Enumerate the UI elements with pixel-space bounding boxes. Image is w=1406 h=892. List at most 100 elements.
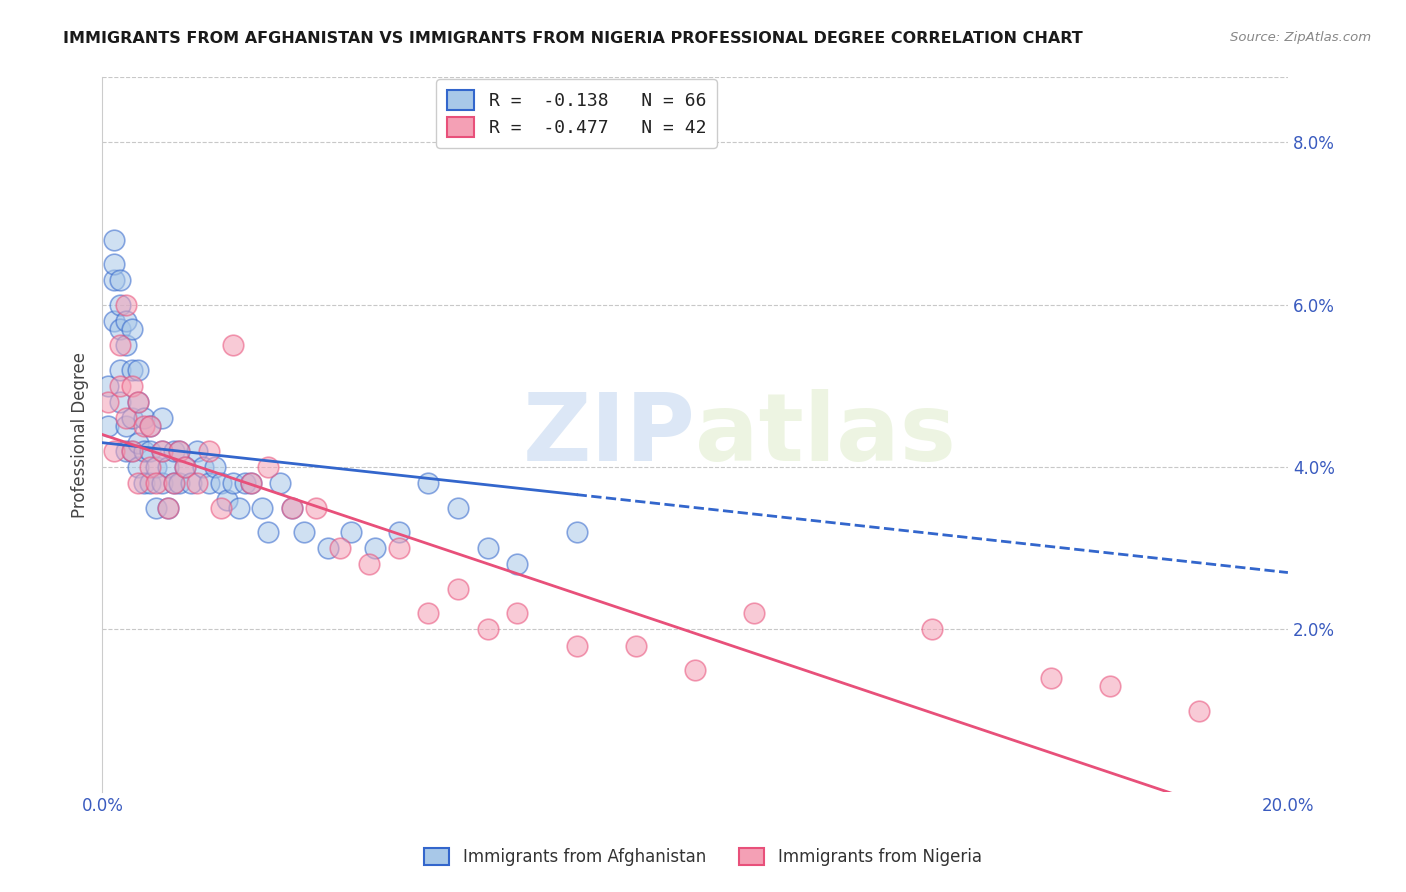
Point (115, 338, 138, 352)
Point (132, 443, 155, 458)
Point (103, 257, 125, 271)
Point (204, 460, 226, 475)
Point (132, 419, 155, 434)
Point (180, 476, 202, 491)
Point (156, 500, 179, 515)
Point (418, 606, 440, 620)
Point (281, 500, 304, 515)
Point (744, 606, 766, 620)
Text: IMMIGRANTS FROM AFGHANISTAN VS IMMIGRANTS FROM NIGERIA PROFESSIONAL DEGREE CORRE: IMMIGRANTS FROM AFGHANISTAN VS IMMIGRANT… (63, 31, 1083, 46)
Point (316, 541, 339, 556)
Point (239, 476, 262, 491)
Point (115, 314, 138, 328)
Point (447, 582, 470, 596)
Point (305, 500, 328, 515)
Point (418, 476, 440, 491)
Point (150, 443, 173, 458)
Point (121, 379, 143, 393)
Point (169, 443, 191, 458)
Point (110, 338, 132, 352)
Point (121, 322, 143, 336)
Point (115, 419, 138, 434)
Point (121, 443, 143, 458)
Point (121, 362, 143, 376)
Point (340, 524, 363, 539)
Point (103, 233, 125, 247)
Point (110, 395, 132, 409)
Point (193, 460, 215, 475)
Point (169, 476, 191, 491)
Point (162, 443, 184, 458)
Point (477, 541, 499, 556)
Point (110, 298, 132, 312)
Point (215, 492, 238, 507)
Point (565, 639, 588, 653)
Point (328, 541, 350, 556)
Point (103, 273, 125, 287)
Legend: Immigrants from Afghanistan, Immigrants from Nigeria: Immigrants from Afghanistan, Immigrants … (418, 841, 988, 873)
Point (198, 476, 221, 491)
Point (139, 419, 162, 434)
Point (174, 460, 197, 475)
Point (1188, 704, 1211, 718)
Point (292, 524, 315, 539)
Point (150, 476, 173, 491)
Point (156, 500, 179, 515)
Point (115, 411, 138, 425)
Point (477, 623, 499, 637)
Y-axis label: Professional Degree: Professional Degree (72, 351, 89, 517)
Point (1099, 679, 1122, 693)
Point (239, 476, 262, 491)
Point (269, 476, 291, 491)
Point (388, 541, 411, 556)
Point (127, 435, 149, 450)
Point (1039, 671, 1062, 685)
Point (150, 411, 173, 425)
Point (127, 460, 149, 475)
Point (145, 476, 167, 491)
Point (97, 419, 120, 434)
Point (683, 663, 706, 677)
Point (506, 558, 529, 572)
Point (97, 379, 120, 393)
Point (127, 395, 149, 409)
Point (228, 500, 250, 515)
Point (110, 379, 132, 393)
Text: atlas: atlas (695, 389, 956, 481)
Point (121, 411, 143, 425)
Text: ZIP: ZIP (522, 389, 695, 481)
Point (139, 419, 162, 434)
Point (127, 395, 149, 409)
Point (115, 298, 138, 312)
Point (139, 460, 162, 475)
Point (506, 606, 529, 620)
Text: Source: ZipAtlas.com: Source: ZipAtlas.com (1230, 31, 1371, 45)
Point (222, 338, 245, 352)
Point (145, 500, 167, 515)
Point (364, 541, 387, 556)
Point (97, 395, 120, 409)
Point (121, 443, 143, 458)
Point (186, 443, 208, 458)
Point (139, 443, 162, 458)
Point (132, 476, 155, 491)
Point (127, 476, 149, 491)
Point (359, 558, 381, 572)
Point (139, 476, 162, 491)
Point (110, 273, 132, 287)
Point (132, 411, 155, 425)
Point (156, 460, 179, 475)
Point (150, 443, 173, 458)
Point (110, 322, 132, 336)
Point (447, 500, 470, 515)
Point (162, 476, 184, 491)
Point (174, 460, 197, 475)
Point (103, 314, 125, 328)
Point (110, 362, 132, 376)
Point (257, 524, 280, 539)
Point (186, 476, 208, 491)
Point (257, 460, 280, 475)
Point (252, 500, 274, 515)
Point (624, 639, 647, 653)
Point (145, 460, 167, 475)
